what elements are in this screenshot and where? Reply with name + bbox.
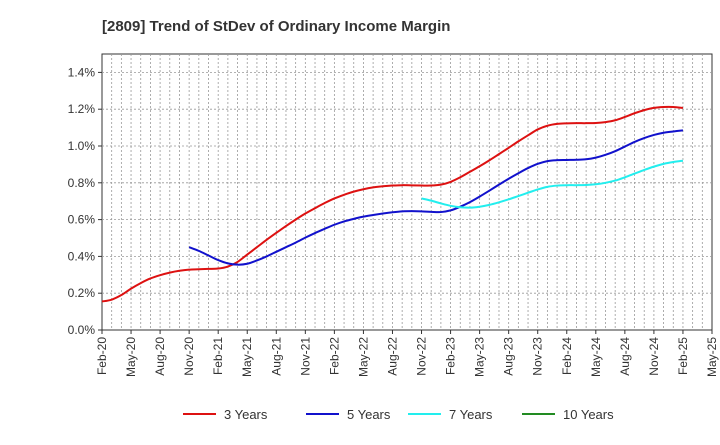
x-tick-label: Nov-20: [182, 337, 196, 376]
legend-label: 5 Years: [347, 407, 391, 422]
x-tick-label: Aug-24: [618, 337, 632, 376]
y-tick-label: 0.2%: [68, 286, 96, 300]
y-tick-label: 1.0%: [68, 139, 96, 153]
x-tick-label: May-22: [356, 337, 370, 377]
series-line-3-years: [101, 105, 684, 303]
grid-lines: [102, 54, 712, 330]
legend-label: 7 Years: [449, 407, 493, 422]
x-axis: Feb-20 May-20 Aug-20 Nov-20 Feb-21 May-21 Aug-…: [95, 330, 719, 377]
x-tick-label: May-20: [124, 337, 138, 377]
x-tick-label: Feb-22: [327, 337, 341, 375]
x-tick-label: May-25: [705, 337, 719, 377]
x-tick-label: Feb-21: [211, 337, 225, 375]
y-tick-label: 1.2%: [68, 102, 96, 116]
legend-label: 3 Years: [224, 407, 268, 422]
y-tick-label: 1.4%: [68, 65, 96, 79]
legend-item-7-years: 7 Years: [408, 407, 493, 422]
y-axis: 0.0% 0.2% 0.4% 0.6% 0.8% 1.0% 1.2% 1.4%: [68, 65, 102, 337]
x-tick-label: Nov-22: [415, 337, 429, 376]
legend-item-3-years: 3 Years: [183, 407, 268, 422]
y-tick-label: 0.8%: [68, 176, 96, 190]
legend: 3 Years 5 Years 7 Years 10 Years: [183, 407, 614, 422]
legend-item-5-years: 5 Years: [306, 407, 391, 422]
x-tick-label: May-21: [240, 337, 254, 377]
x-tick-label: Nov-23: [531, 337, 545, 376]
x-tick-label: Feb-23: [444, 337, 458, 375]
x-tick-label: Nov-24: [647, 337, 661, 376]
series-line-7-years: [421, 159, 684, 209]
x-tick-label: May-23: [473, 337, 487, 377]
y-tick-label: 0.4%: [68, 249, 96, 263]
legend-label: 10 Years: [563, 407, 614, 422]
y-tick-label: 0.6%: [68, 213, 96, 227]
x-tick-label: Feb-20: [95, 337, 109, 375]
x-tick-label: Aug-22: [385, 337, 399, 376]
legend-item-10-years: 10 Years: [522, 407, 614, 422]
x-tick-label: Nov-21: [298, 337, 312, 376]
series-lines: [101, 105, 684, 303]
x-tick-label: Feb-25: [676, 337, 690, 375]
plot-area: [101, 53, 713, 331]
x-tick-label: Aug-20: [153, 337, 167, 376]
y-tick-label: 0.0%: [68, 323, 96, 337]
series-line-5-years: [188, 129, 684, 266]
x-tick-label: Aug-23: [502, 337, 516, 376]
x-tick-label: May-24: [589, 337, 603, 377]
chart-title: [2809] Trend of StDev of Ordinary Income…: [102, 18, 450, 35]
x-tick-label: Feb-24: [560, 337, 574, 375]
x-tick-label: Aug-21: [269, 337, 283, 376]
